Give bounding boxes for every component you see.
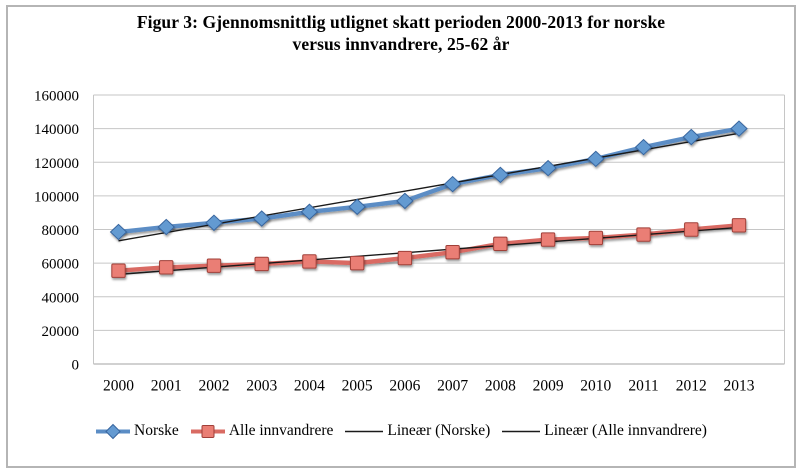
x-axis-tick-label: 2012	[676, 378, 707, 395]
data-point-marker	[252, 210, 271, 227]
x-axis-tick-label: 2010	[580, 378, 611, 395]
x-axis-tick-label: 2006	[389, 378, 420, 395]
data-point-marker	[205, 214, 223, 232]
data-point-marker	[539, 159, 557, 177]
chart-title-line1: Figur 3: Gjennomsnittlig utlignet skatt …	[136, 12, 666, 32]
data-point-marker	[731, 218, 747, 233]
x-axis-tick-label: 2008	[485, 378, 516, 395]
data-point-marker	[588, 230, 604, 246]
x-axis-tick-label: 2005	[342, 378, 373, 395]
legend-label-linear-norske: Lineær (Norske)	[387, 422, 491, 439]
data-point-marker	[682, 128, 700, 146]
legend-key-linear-alle-innvandrere-line-icon	[502, 430, 541, 432]
legend-item-linear-norske: Lineær (Norske)	[344, 422, 490, 440]
legend-key-alle-innvandrere-line-square-icon	[190, 424, 225, 438]
chart-title-line2: versus innvandrere, 25-62 år	[292, 33, 510, 54]
legend-item-linear-alle-innvandrere: Lineær (Alle innvandrere)	[501, 422, 707, 440]
legend-item-alle-innvandrere: Alle innvandrere	[190, 422, 334, 440]
data-point-marker	[159, 260, 174, 275]
chart-title: Figur 3: Gjennomsnittlig utlignet skatt …	[0, 12, 802, 56]
data-point-marker	[109, 223, 128, 241]
data-point-marker	[730, 120, 748, 137]
data-point-marker	[540, 232, 556, 247]
x-axis-tick-label: 2003	[246, 378, 277, 395]
series-markers-0	[109, 120, 748, 241]
data-point-marker	[111, 263, 126, 278]
legend-key-linear-norske-line-icon	[345, 430, 384, 432]
x-axis-tick-label: 2004	[294, 378, 325, 395]
trendline-1	[118, 226, 740, 276]
data-point-marker	[300, 203, 319, 221]
data-point-marker	[254, 256, 269, 272]
data-point-marker	[396, 192, 414, 210]
data-point-marker	[491, 166, 510, 184]
data-point-marker	[206, 258, 222, 273]
x-axis-tick-label: 2000	[103, 378, 134, 395]
data-point-marker	[634, 138, 653, 156]
legend-key-norske-line-diamond-icon	[96, 423, 131, 439]
y-axis-tick-label: 40000	[42, 290, 80, 306]
data-point-marker	[157, 218, 175, 236]
y-axis-tick-label: 0	[72, 358, 80, 374]
chart-legend: Norske Alle innvandrere Lineær (Norske) …	[12, 415, 790, 447]
x-axis-tick-label: 2007	[437, 378, 468, 395]
y-axis-tick-label: 60000	[42, 257, 80, 273]
data-point-marker	[443, 175, 462, 193]
data-point-marker	[349, 255, 365, 271]
legend-label-alle-innvandrere: Alle innvandrere	[228, 422, 334, 439]
data-point-marker	[348, 198, 366, 216]
y-axis-tick-label: 140000	[34, 122, 79, 138]
x-axis-tick-label: 2009	[533, 378, 564, 395]
x-axis-tick-label: 2013	[724, 378, 755, 395]
legend-label-linear-alle-innvandrere: Lineær (Alle innvandrere)	[544, 422, 707, 439]
data-point-marker	[636, 227, 651, 242]
series-markers-1	[111, 218, 747, 278]
x-axis-tick-label: 2002	[198, 378, 229, 395]
data-point-marker	[684, 222, 699, 237]
data-point-marker	[302, 254, 317, 269]
x-axis-tick-label: 2001	[151, 378, 182, 395]
y-axis-tick-label: 160000	[34, 89, 79, 105]
data-point-marker	[493, 236, 508, 251]
y-axis-tick-label: 120000	[34, 156, 79, 172]
legend-label-norske: Norske	[134, 422, 179, 439]
data-point-marker	[587, 150, 605, 168]
data-point-marker	[445, 244, 460, 260]
y-axis-tick-label: 80000	[42, 223, 80, 239]
y-axis-tick-label: 20000	[42, 324, 80, 340]
x-axis-tick-label: 2011	[628, 378, 658, 395]
data-point-marker	[397, 250, 413, 266]
y-axis-tick-label: 100000	[34, 189, 79, 205]
legend-item-norske: Norske	[95, 422, 179, 440]
